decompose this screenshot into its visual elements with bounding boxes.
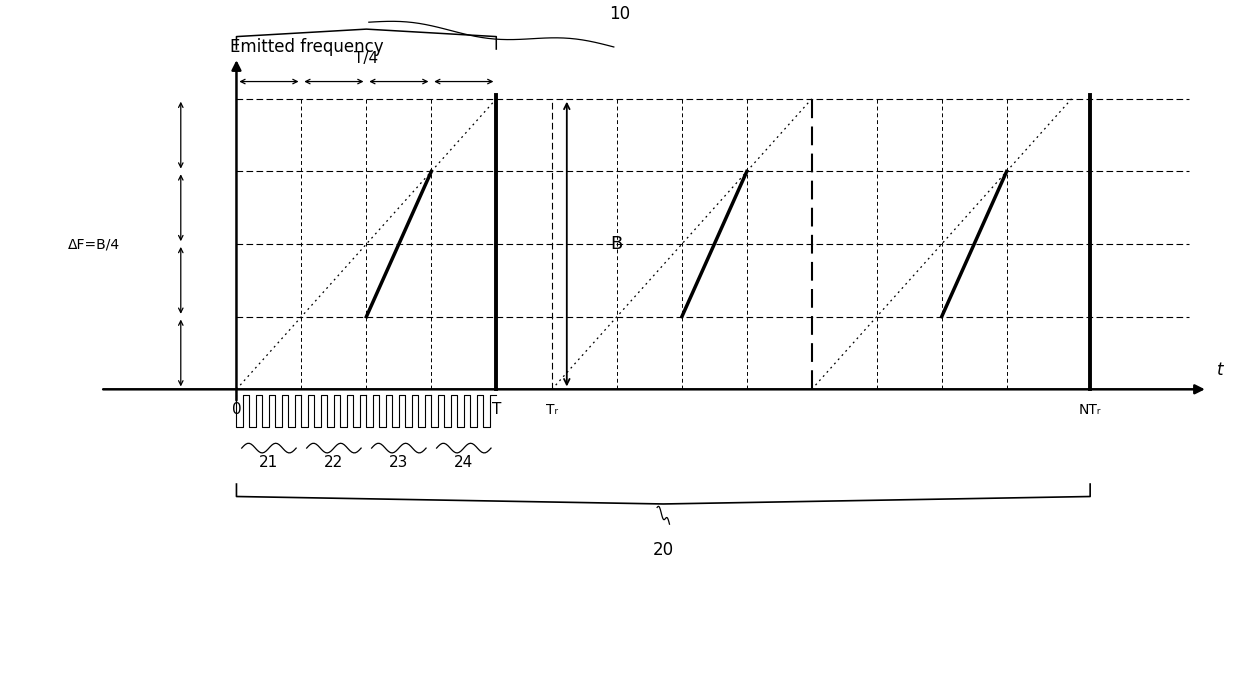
Text: 23: 23 xyxy=(389,455,408,471)
Text: ΔF=B/4: ΔF=B/4 xyxy=(68,237,120,251)
Text: Tᵣ: Tᵣ xyxy=(546,402,558,416)
Text: Emitted frequency: Emitted frequency xyxy=(231,38,384,56)
Text: NTᵣ: NTᵣ xyxy=(1079,402,1101,416)
Text: 21: 21 xyxy=(259,455,279,471)
Text: 20: 20 xyxy=(652,541,673,559)
Text: T/4: T/4 xyxy=(355,51,378,66)
Text: T: T xyxy=(491,402,501,416)
Text: 10: 10 xyxy=(609,6,631,24)
Text: B: B xyxy=(610,235,622,253)
Text: 0: 0 xyxy=(232,402,242,416)
Text: 24: 24 xyxy=(454,455,474,471)
Text: 22: 22 xyxy=(325,455,343,471)
Text: t: t xyxy=(1216,361,1224,379)
